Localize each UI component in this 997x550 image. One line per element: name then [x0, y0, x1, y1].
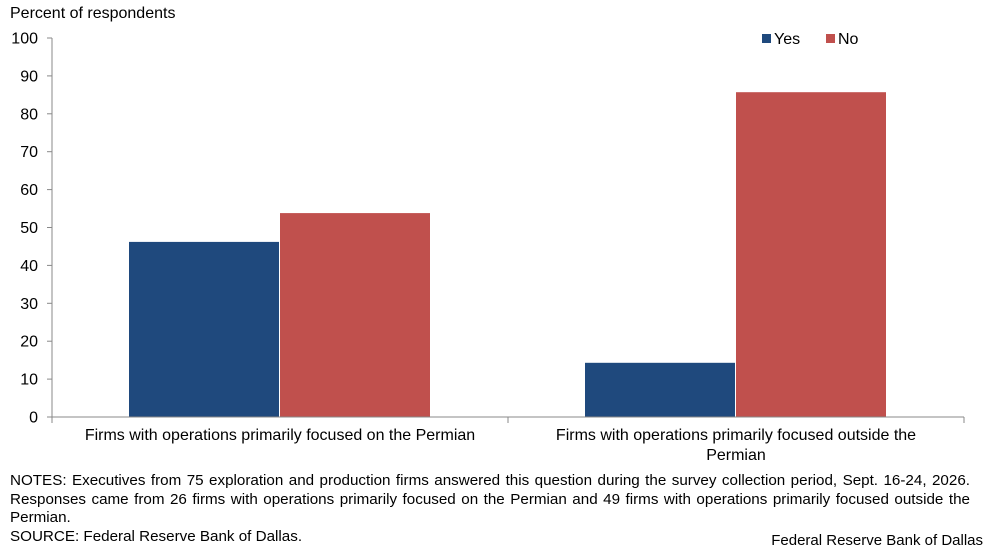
legend: Yes No — [762, 31, 859, 48]
x-axis-labels: Firms with operations primarily focused … — [85, 427, 916, 464]
y-tick-label: 20 — [20, 334, 38, 351]
bar-yes-1 — [129, 241, 279, 417]
x-tick-label: Firms with operations primarily focused … — [556, 427, 916, 464]
x-tick-label-line: Permian — [706, 447, 766, 464]
credit-text: Federal Reserve Bank of Dallas — [771, 532, 983, 549]
bar-chart: Percent of respondents 0 10 20 30 40 50 60 70 80… — [10, 5, 965, 464]
legend-label-yes: Yes — [774, 31, 800, 48]
y-tick-label: 60 — [20, 182, 38, 199]
source-text: SOURCE: Federal Reserve Bank of Dallas. — [10, 527, 303, 545]
bar-no-1 — [280, 213, 430, 417]
y-axis-label: Percent of respondents — [10, 5, 175, 22]
y-tick-label: 40 — [20, 258, 38, 275]
x-tick-label: Firms with operations primarily focused … — [85, 427, 475, 444]
y-tick-label: 90 — [20, 68, 38, 85]
bar-yes-2 — [585, 362, 735, 417]
y-tick-label: 0 — [29, 410, 38, 427]
y-tick-label: 80 — [20, 106, 38, 123]
y-tick-label: 30 — [20, 296, 38, 313]
y-tick-label: 10 — [20, 372, 38, 389]
axes — [51, 38, 965, 423]
legend-swatch-yes — [762, 34, 771, 43]
bars — [129, 92, 886, 418]
y-tick-label: 70 — [20, 144, 38, 161]
legend-swatch-no — [826, 34, 835, 43]
legend-label-no: No — [838, 31, 859, 48]
y-tick-label: 50 — [20, 220, 38, 237]
notes-text: NOTES: Executives from 75 exploration an… — [10, 472, 970, 526]
y-tick-label: 100 — [11, 31, 38, 48]
y-axis-ticks: 0 10 20 30 40 50 60 70 80 90 100 — [11, 31, 52, 427]
x-tick-label-line: Firms with operations primarily focused … — [556, 427, 916, 444]
chart-notes: NOTES: Executives from 75 exploration an… — [10, 472, 970, 546]
bar-no-2 — [736, 92, 886, 418]
x-tick-label-line: Firms with operations primarily focused … — [85, 427, 475, 444]
